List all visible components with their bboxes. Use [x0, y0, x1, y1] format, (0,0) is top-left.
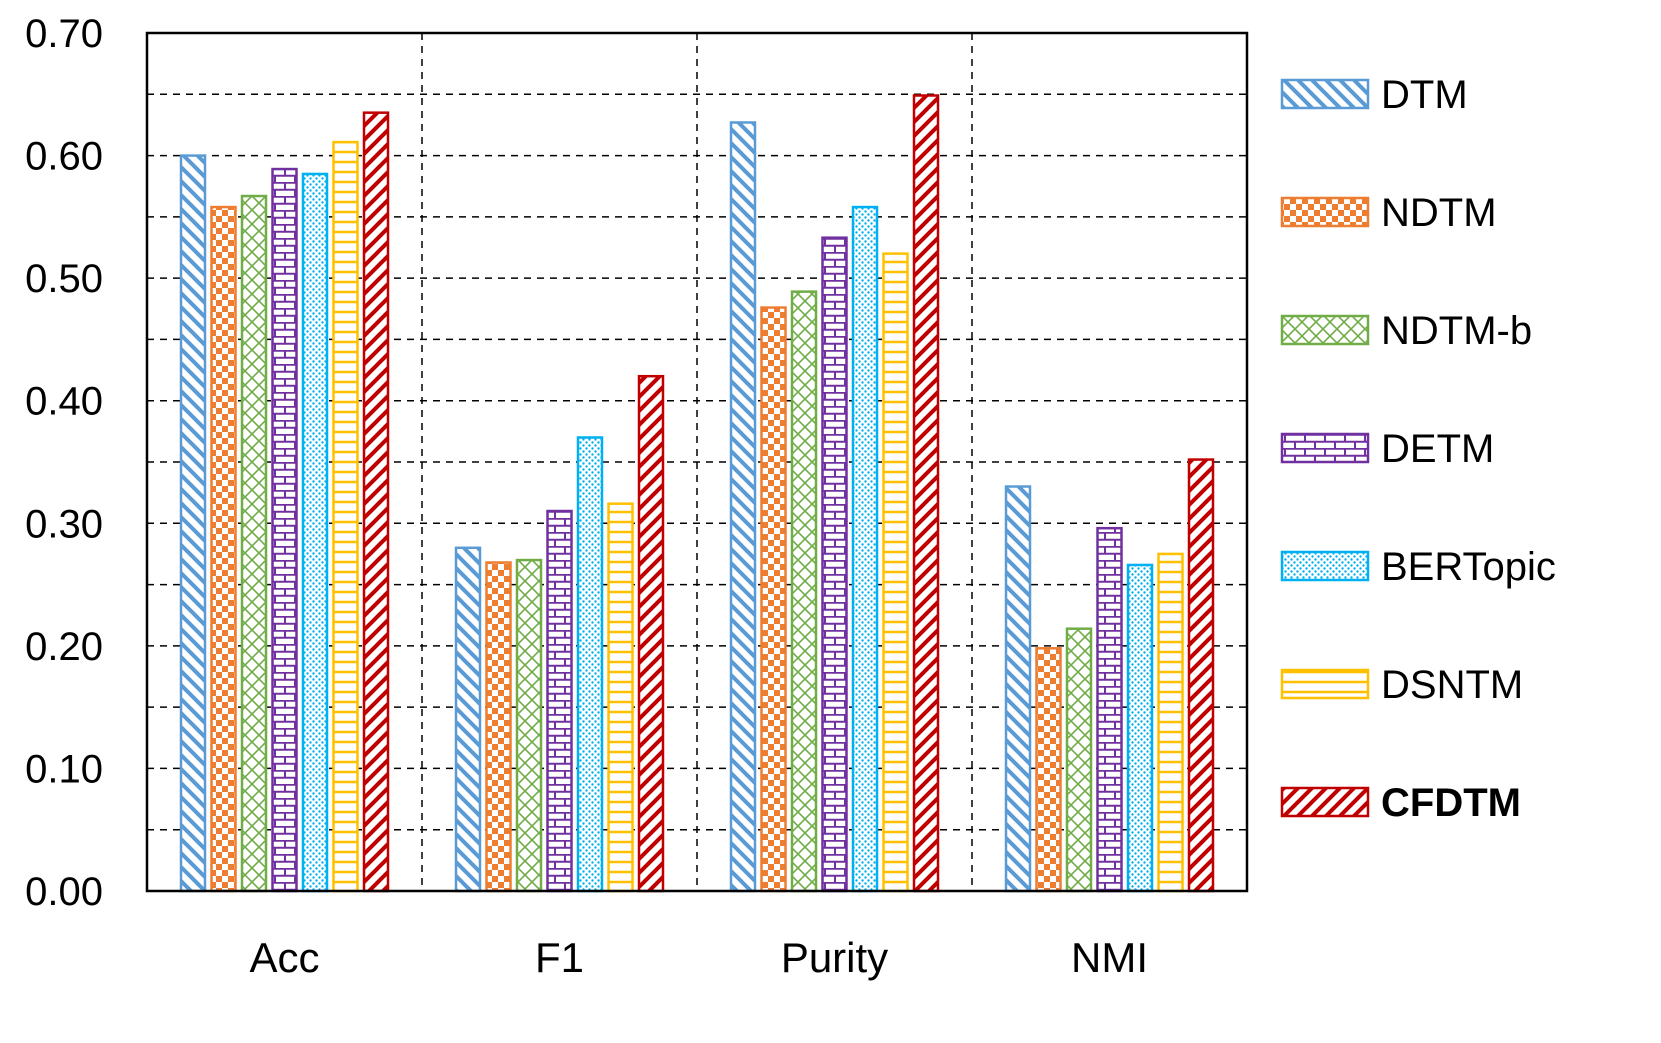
- bar-ndtm-nmi: [1035, 647, 1062, 893]
- bar-ndtm-b-acc: [240, 194, 268, 893]
- bar-cfdtm-f1: [637, 374, 665, 893]
- bar-cfdtm-nmi: [1187, 458, 1215, 893]
- legend: DTM NDTM NDTM-b DETM BERTopic DSNTM CFDTM: [1280, 73, 1556, 825]
- legend-swatch: [1280, 668, 1370, 700]
- bar-bertopic-f1: [576, 436, 604, 893]
- legend-swatch: [1280, 432, 1370, 464]
- legend-item-dtm: DTM: [1280, 73, 1468, 117]
- x-category-label: Purity: [781, 934, 888, 981]
- y-tick-label: 0.20: [25, 625, 103, 669]
- legend-swatch: [1280, 786, 1370, 818]
- legend-item-detm: DETM: [1280, 427, 1494, 471]
- y-tick-label: 0.30: [25, 502, 103, 546]
- bar-detm-acc: [271, 167, 298, 893]
- bar-bertopic-acc: [301, 172, 329, 893]
- x-category-label: Acc: [249, 934, 319, 981]
- legend-label: CFDTM: [1381, 781, 1521, 825]
- bar-dsntm-f1: [607, 502, 634, 893]
- legend-item-ndtm-b: NDTM-b: [1280, 309, 1532, 353]
- y-axis-tick-labels: 0.00 0.10 0.20 0.30 0.40 0.50 0.60 0.70: [25, 12, 103, 914]
- x-category-label: F1: [535, 934, 584, 981]
- bar-cfdtm-purity: [912, 94, 940, 893]
- plot-area-frame: [145, 31, 1249, 893]
- bar-dtm-acc: [179, 154, 207, 893]
- legend-label: DETM: [1381, 427, 1494, 471]
- y-tick-label: 0.50: [25, 257, 103, 301]
- legend-item-ndtm: NDTM: [1280, 191, 1497, 235]
- y-tick-label: 0.70: [25, 12, 103, 56]
- y-tick-label: 0.00: [25, 870, 103, 914]
- bars: [179, 94, 1215, 893]
- bar-ndtm-b-f1: [515, 558, 543, 893]
- bar-dsntm-purity: [882, 252, 909, 893]
- legend-item-bertopic: BERTopic: [1280, 545, 1556, 589]
- bar-ndtm-b-purity: [790, 290, 818, 893]
- legend-swatch: [1280, 314, 1370, 346]
- bar-dtm-f1: [454, 546, 482, 893]
- bar-detm-nmi: [1096, 526, 1123, 893]
- y-tick-label: 0.10: [25, 747, 103, 791]
- x-category-label: NMI: [1071, 934, 1148, 981]
- legend-swatch: [1280, 196, 1370, 228]
- bar-detm-purity: [821, 236, 848, 893]
- legend-swatch: [1280, 550, 1370, 582]
- bar-ndtm-b-nmi: [1065, 627, 1093, 893]
- bar-dsntm-acc: [332, 140, 359, 893]
- legend-swatch: [1280, 78, 1370, 110]
- y-tick-label: 0.40: [25, 380, 103, 424]
- bar-ndtm-acc: [210, 205, 237, 893]
- legend-label: DTM: [1381, 73, 1468, 117]
- bar-ndtm-f1: [485, 561, 512, 893]
- legend-label: NDTM: [1381, 191, 1497, 235]
- legend-label: BERTopic: [1381, 545, 1556, 589]
- bar-dtm-nmi: [1004, 485, 1032, 893]
- legend-label: DSNTM: [1381, 663, 1523, 707]
- gridlines: [147, 33, 1247, 891]
- legend-item-cfdtm: CFDTM: [1280, 781, 1521, 825]
- legend-label: NDTM-b: [1381, 309, 1532, 353]
- bar-ndtm-purity: [760, 306, 787, 893]
- bar-dtm-purity: [729, 121, 757, 893]
- legend-item-dsntm: DSNTM: [1280, 663, 1523, 707]
- x-axis-category-labels: Acc F1 Purity NMI: [249, 934, 1148, 981]
- bar-cfdtm-acc: [362, 111, 390, 893]
- bar-bertopic-nmi: [1126, 563, 1154, 893]
- y-tick-label: 0.60: [25, 135, 103, 179]
- bar-dsntm-nmi: [1157, 552, 1184, 893]
- bar-bertopic-purity: [851, 205, 879, 893]
- bar-detm-f1: [546, 509, 573, 893]
